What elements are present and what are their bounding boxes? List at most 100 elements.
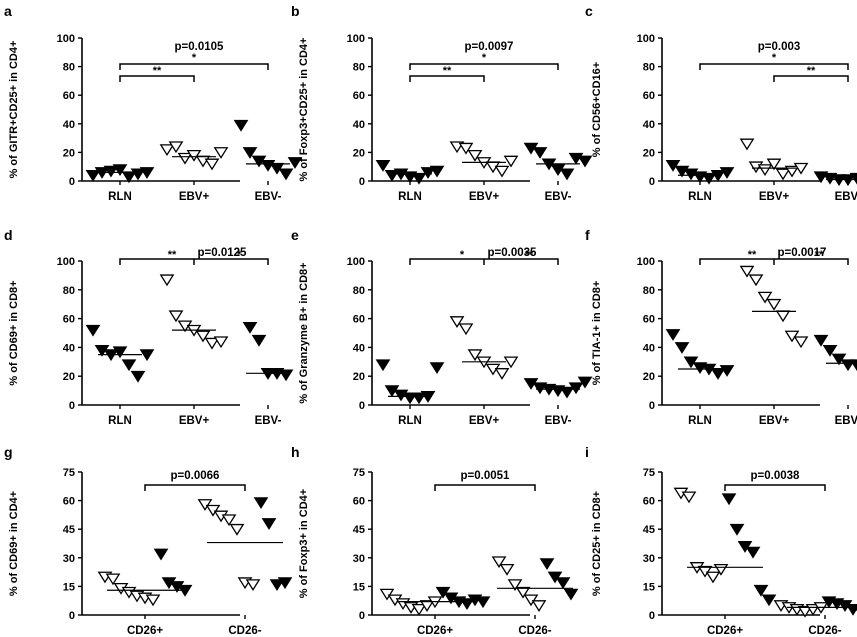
y-tick-label: 100 [347,33,365,45]
panel-b: b % of Foxp3+CD25+ in CD4+ 0 20 40 60 80 100 RLN… [291,3,593,203]
x-category-label: CD26+ [417,625,453,637]
filled-triangle-marker [251,334,267,347]
significance-bracket [434,484,536,491]
open-triangle-marker [739,265,755,278]
y-tick-label: 75 [63,467,75,479]
open-triangle-marker [467,349,483,362]
open-triangle-marker [775,310,791,323]
y-tick-label: 20 [63,371,75,383]
y-tick-label: 20 [353,147,365,159]
x-category-label: EBV- [255,415,282,427]
open-triangle-marker [204,337,220,350]
y-tick-label: 40 [63,342,75,354]
filled-triangle-marker [719,365,735,377]
filled-triangle-marker [375,359,391,372]
open-triangle-marker [775,168,791,181]
filled-triangle-marker [121,359,137,372]
open-triangle-marker [205,504,221,517]
y-tick-label: 75 [643,467,655,479]
y-tick-label: 80 [63,285,75,297]
y-tick-label: 100 [57,256,75,268]
filled-triangle-marker [729,523,745,536]
y-tick-label: 60 [643,90,655,102]
y-tick-label: 0 [649,176,655,188]
open-triangle-marker [186,149,202,162]
open-triangle-marker [195,330,211,343]
significance-stars: * [192,52,197,64]
open-triangle-marker [681,491,697,504]
open-triangle-marker [705,571,721,584]
filled-triangle-marker [85,169,101,182]
open-triangle-marker [499,563,515,576]
filled-triangle-marker [532,147,548,159]
filled-triangle-marker [665,329,681,341]
p-value-label: p=0.0097 [465,41,514,53]
p-value-label: p=0.0105 [175,41,225,53]
panel-letter: b [291,3,300,19]
y-axis-label: % of Foxp3+CD25+ in CD4+ [298,38,310,182]
open-triangle-marker [503,356,519,369]
y-tick-label: 60 [63,314,75,326]
filled-triangle-marker [269,579,285,591]
y-tick-label: 40 [353,119,365,131]
x-category-label: EBV+ [179,415,210,427]
open-triangle-marker [379,588,395,601]
x-category-label: EBV- [835,191,857,203]
y-tick-label: 15 [353,581,365,593]
filled-triangle-marker [112,164,128,177]
x-category-label: EBV+ [179,191,210,203]
filled-triangle-marker [577,376,593,389]
y-axis-label: % of CD69+ in CD8+ [8,280,20,385]
y-tick-label: 100 [637,256,655,268]
y-tick-label: 40 [63,119,75,131]
filled-triangle-marker [139,167,155,179]
open-triangle-marker [494,368,510,380]
y-axis-label: % of CD25+ in CD8+ [591,491,603,596]
panel-c: c % of CD56+CD16+ 0 20 40 60 80 100 RLN EBV+ EBV-p… [585,3,857,203]
p-value-label: p=0.003 [758,41,801,53]
filled-triangle-marker [429,362,445,375]
filled-triangle-marker [375,159,391,172]
significance-bracket [144,484,246,491]
significance-stars: ** [443,65,452,77]
x-category-label: EBV+ [759,415,790,427]
filled-triangle-marker [411,172,427,185]
filled-triangle-marker [822,344,838,357]
filled-triangle-marker [547,571,563,584]
filled-triangle-marker [761,594,777,607]
x-category-label: EBV+ [469,191,500,203]
panel-letter: f [585,227,590,243]
open-triangle-marker [458,323,474,336]
x-category-label: RLN [398,415,422,427]
panel-h: h % of Foxp3+ in CD4+ 0 15 30 45 60 75 CD26+ CD26… [291,444,579,637]
filled-triangle-marker [849,359,857,372]
p-value-label: p=0.0125 [198,247,248,259]
y-tick-label: 80 [643,285,655,297]
filled-triangle-marker [840,359,856,372]
y-tick-label: 0 [69,610,75,622]
p-value-label: p=0.0017 [778,247,827,259]
y-tick-label: 80 [353,285,365,297]
open-triangle-marker [145,594,161,607]
y-axis-label: % of Granzyme B+ in CD8+ [298,262,310,403]
x-category-label: CD26+ [707,625,743,637]
filled-triangle-marker [242,321,258,334]
significance-bracket [773,75,849,82]
y-tick-label: 60 [63,496,75,508]
open-triangle-marker [739,138,755,151]
x-category-label: EBV+ [469,415,500,427]
filled-triangle-marker [753,584,769,597]
open-triangle-marker [697,565,713,578]
filled-triangle-marker [277,577,293,590]
open-triangle-marker [507,579,523,591]
panel-letter: i [585,444,589,460]
filled-triangle-marker [701,172,717,185]
significance-bracket [699,63,849,70]
y-axis-label: % of GITR+CD25+ in CD4+ [8,41,20,179]
filled-triangle-marker [253,497,269,510]
panel-letter: h [291,444,300,460]
significance-bracket [409,75,485,82]
filled-triangle-marker [261,518,277,530]
y-tick-label: 30 [643,553,655,565]
panel-letter: e [291,227,299,243]
